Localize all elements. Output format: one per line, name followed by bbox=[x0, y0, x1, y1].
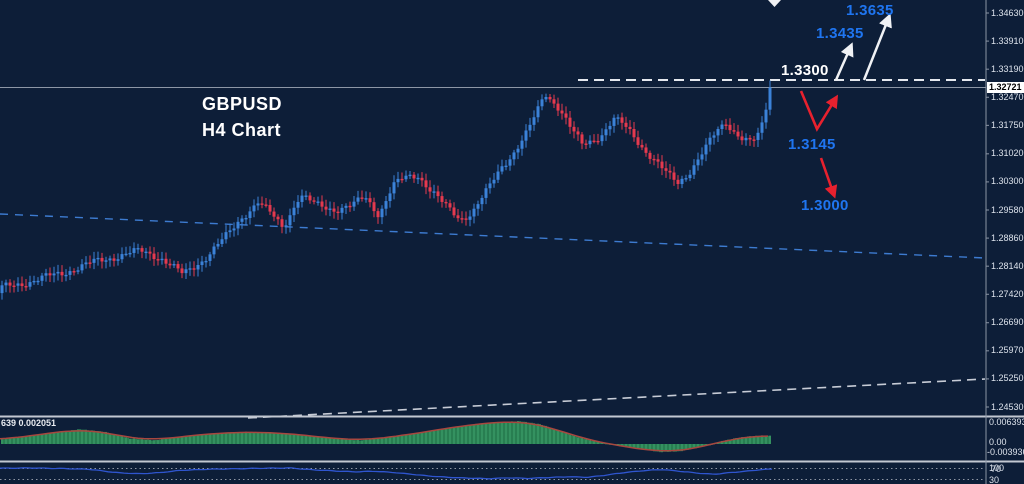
oscillator-level-label-30: 30 bbox=[989, 475, 1000, 484]
target-up-label-2: 1.3635 bbox=[846, 2, 894, 19]
price-axis-label: 1.34630 bbox=[991, 8, 1024, 18]
target-down-label-2: 1.3000 bbox=[801, 197, 849, 214]
price-axis-label: 1.28860 bbox=[991, 233, 1024, 243]
indicator-axis-label-zero: 0.00 bbox=[989, 437, 1007, 447]
timeframe-title: H4 Chart bbox=[202, 120, 282, 140]
symbol-title: GBPUSD bbox=[202, 94, 283, 114]
price-axis-label: 1.26690 bbox=[991, 317, 1024, 327]
price-axis-label: 1.31020 bbox=[991, 148, 1024, 158]
price-axis-label: 1.27420 bbox=[991, 289, 1024, 299]
price-axis-label: 1.30300 bbox=[991, 176, 1024, 186]
price-axis-label: 1.33190 bbox=[991, 64, 1024, 74]
target-down-label-1: 1.3145 bbox=[788, 136, 836, 153]
target-up-label-1: 1.3435 bbox=[816, 25, 864, 42]
price-axis-label: 1.31750 bbox=[991, 120, 1024, 130]
oscillator-level-label-70: 70 bbox=[991, 464, 1002, 474]
price-axis-label: 1.28140 bbox=[991, 261, 1024, 271]
indicator-axis-label-min: -0.003936 bbox=[987, 447, 1024, 457]
price-axis-label: 1.33910 bbox=[991, 36, 1024, 46]
current-price-tag: 1.32721 bbox=[987, 82, 1024, 93]
price-axis-label: 1.24530 bbox=[991, 402, 1024, 412]
price-axis-label: 1.29580 bbox=[991, 205, 1024, 215]
price-axis-label: 1.25250 bbox=[991, 373, 1024, 383]
indicator-axis-label-max: 0.006393 bbox=[989, 417, 1024, 427]
price-axis-label: 1.32470 bbox=[991, 92, 1024, 102]
resistance-level-label: 1.3300 bbox=[781, 62, 829, 79]
oscillator-level-label-100: 100 bbox=[989, 463, 1005, 473]
indicator-value-label: 639 0.002051 bbox=[1, 418, 57, 428]
price-axis-label: 1.25970 bbox=[991, 345, 1024, 355]
